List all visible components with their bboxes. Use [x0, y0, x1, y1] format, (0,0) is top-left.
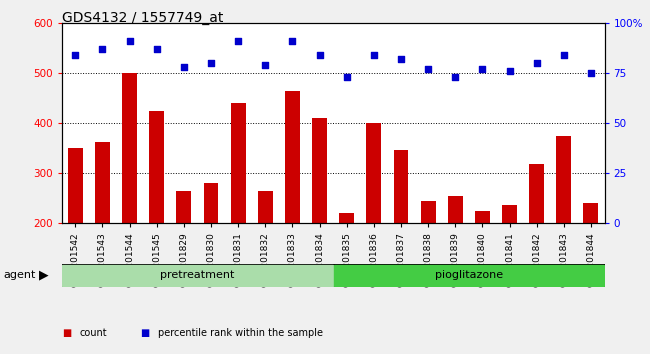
Text: agent: agent	[3, 270, 36, 280]
Bar	[448, 196, 463, 323]
Point	[341, 74, 352, 80]
Point	[124, 38, 135, 44]
Point	[151, 46, 162, 52]
Bar	[203, 183, 218, 323]
Bar	[339, 213, 354, 323]
Bar	[529, 164, 544, 323]
Text: count: count	[80, 328, 108, 338]
Bar	[475, 211, 490, 323]
Bar	[502, 205, 517, 323]
Text: percentile rank within the sample: percentile rank within the sample	[158, 328, 323, 338]
Bar	[333, 265, 604, 286]
Point	[586, 70, 596, 76]
Point	[233, 38, 243, 44]
Point	[423, 66, 434, 72]
Point	[504, 68, 515, 74]
Bar	[95, 142, 110, 323]
Point	[315, 52, 325, 58]
Bar	[312, 118, 327, 323]
Text: GDS4132 / 1557749_at: GDS4132 / 1557749_at	[62, 11, 223, 25]
Bar	[421, 200, 436, 323]
Point	[477, 66, 488, 72]
Bar	[584, 203, 599, 323]
Point	[532, 60, 542, 66]
Text: pioglitazone: pioglitazone	[435, 270, 503, 280]
Text: ■: ■	[62, 328, 71, 338]
Bar	[176, 190, 191, 323]
Bar	[393, 149, 408, 323]
Bar	[122, 73, 137, 323]
Point	[70, 52, 81, 58]
Point	[98, 46, 108, 52]
Point	[287, 38, 298, 44]
Text: ■: ■	[140, 328, 149, 338]
Point	[260, 62, 270, 68]
Text: pretreatment: pretreatment	[161, 270, 235, 280]
Bar	[231, 103, 246, 323]
Point	[558, 52, 569, 58]
Point	[396, 56, 406, 62]
Bar	[367, 123, 382, 323]
Point	[179, 64, 189, 70]
Bar	[150, 110, 164, 323]
Bar	[68, 148, 83, 323]
Point	[206, 60, 216, 66]
Bar	[62, 265, 333, 286]
Bar	[556, 136, 571, 323]
Point	[450, 74, 460, 80]
Point	[369, 52, 379, 58]
Bar	[258, 190, 273, 323]
Text: ▶: ▶	[39, 269, 49, 282]
Bar	[285, 91, 300, 323]
